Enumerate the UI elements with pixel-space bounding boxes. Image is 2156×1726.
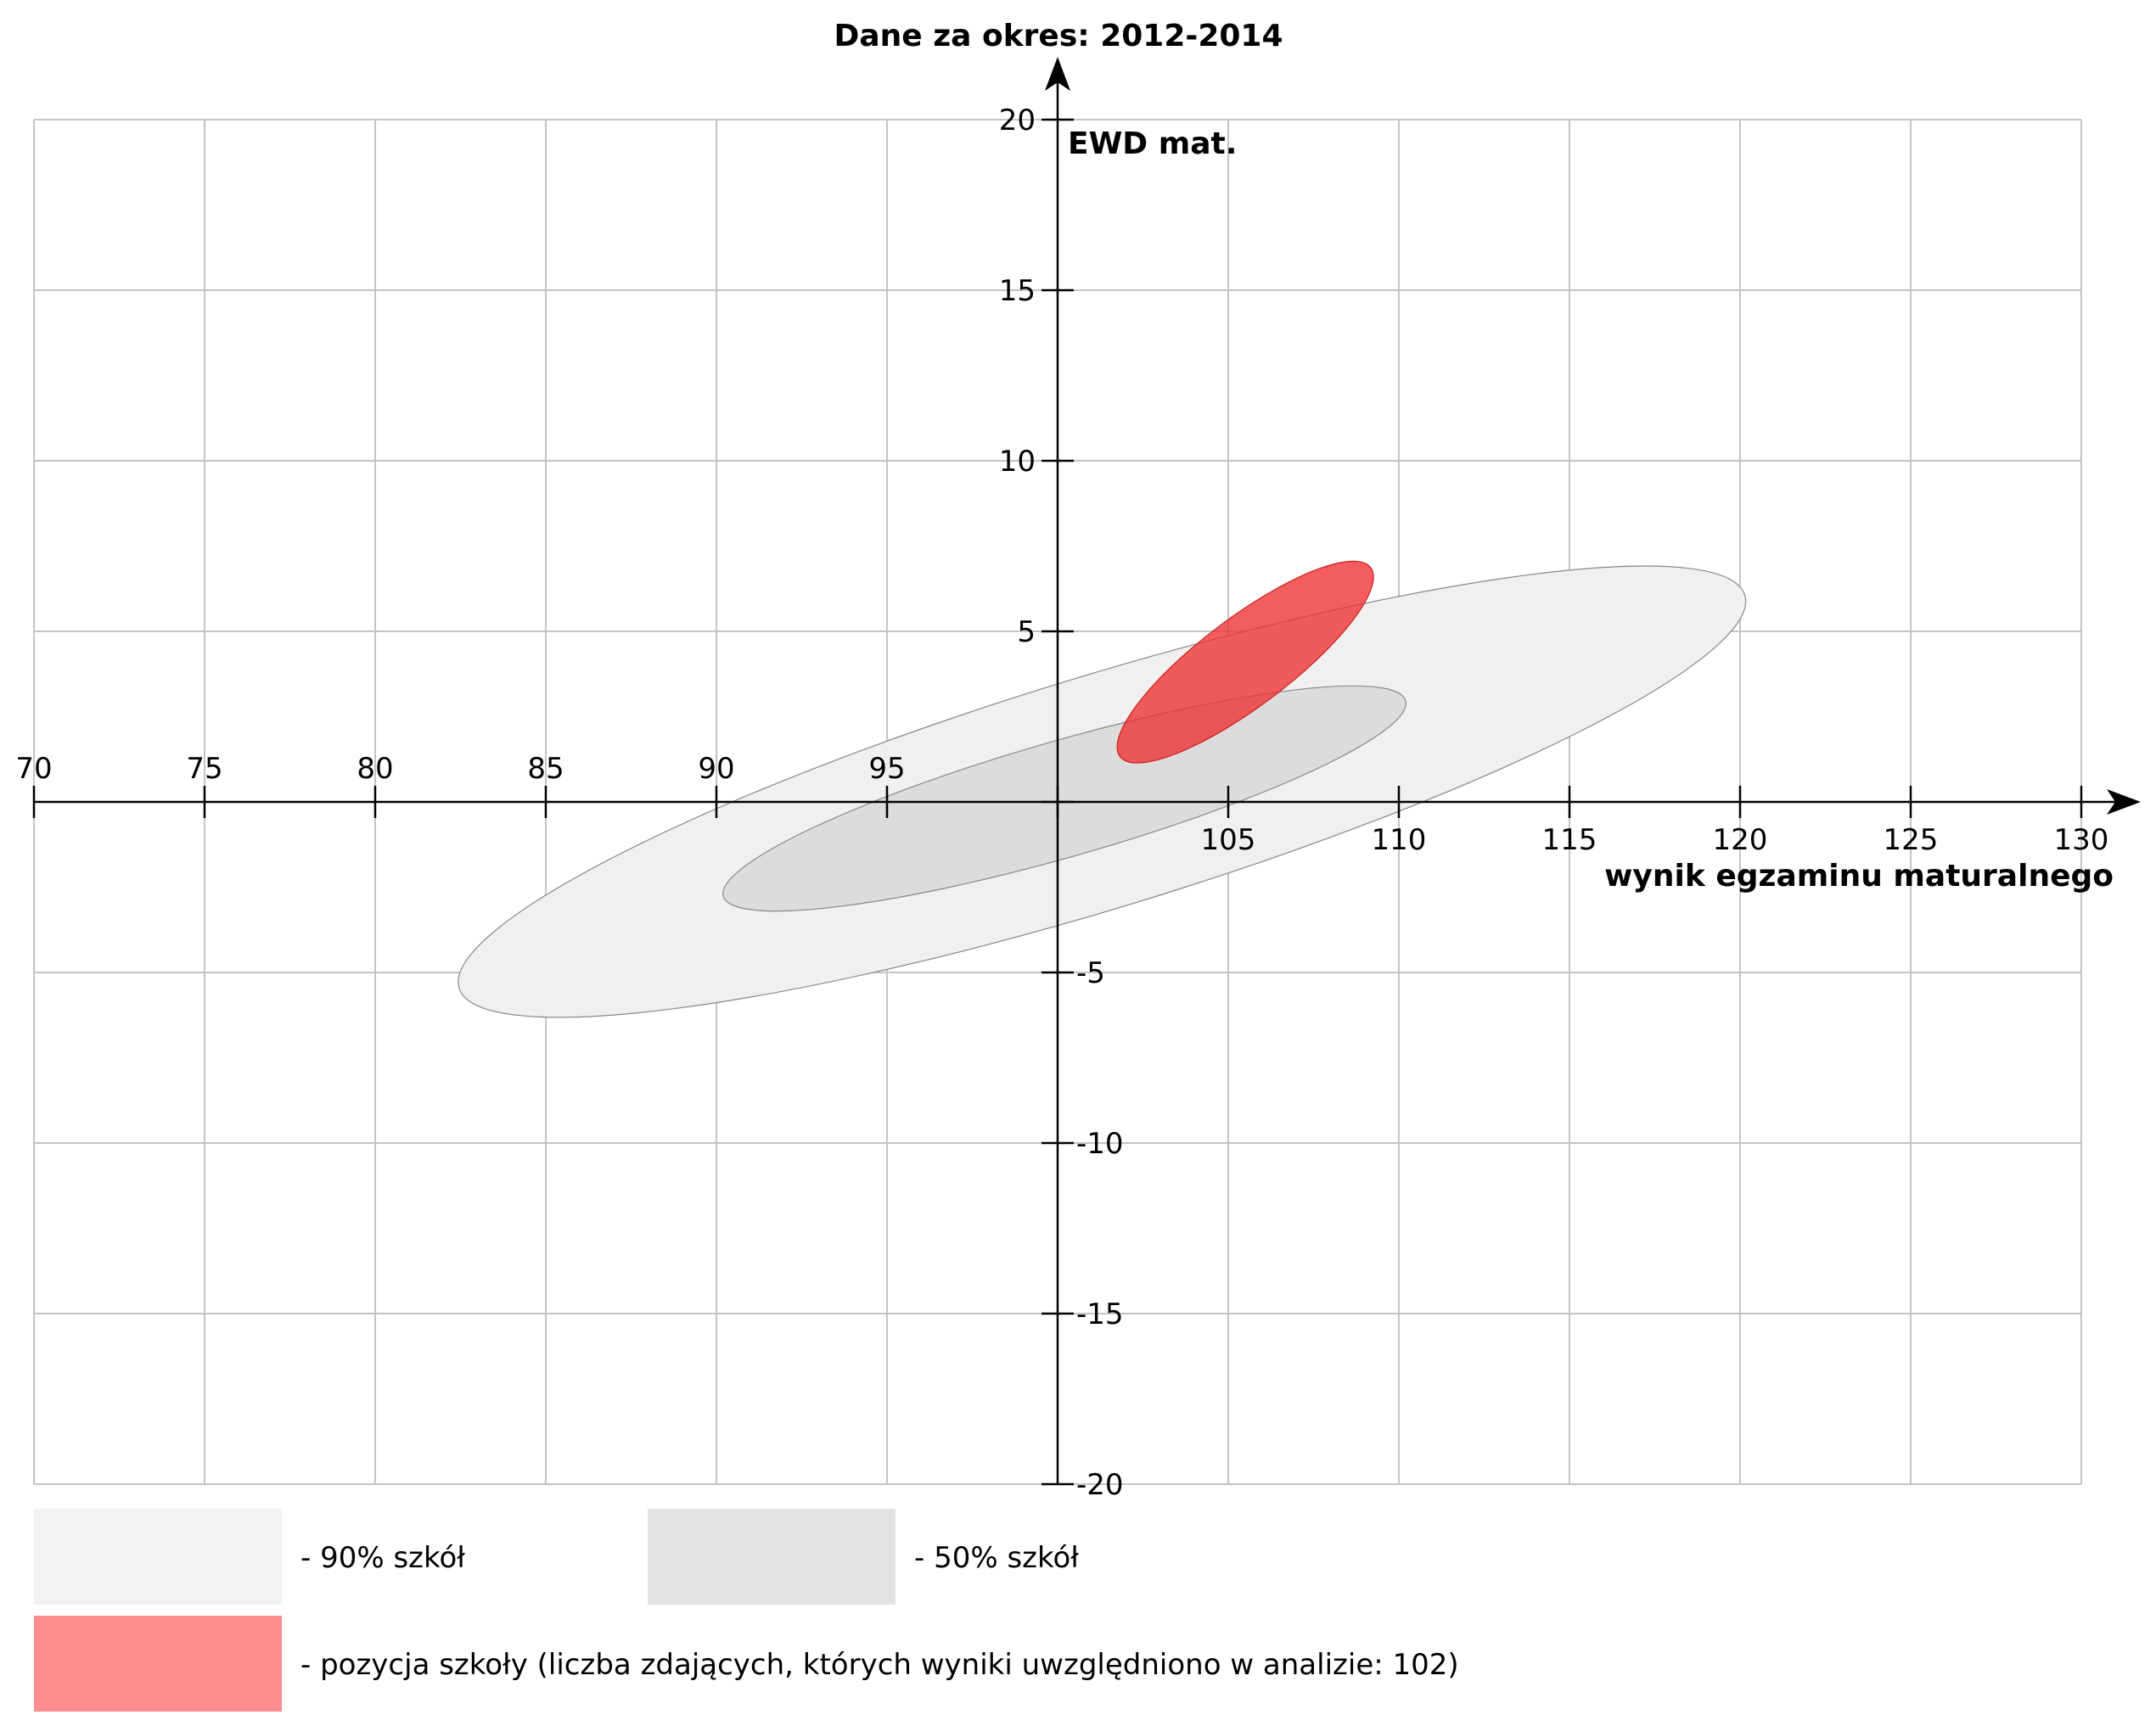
y-tick-label: -5 xyxy=(1076,956,1105,990)
region-50-percent xyxy=(722,685,1406,912)
y-tick-label: -15 xyxy=(1076,1297,1124,1331)
x-tick-label: 120 xyxy=(1713,823,1768,857)
x-tick-label: 110 xyxy=(1372,823,1427,857)
y-tick-label: -20 xyxy=(1076,1468,1124,1502)
legend-swatch-50 xyxy=(648,1509,896,1605)
chart-regions xyxy=(458,560,1747,1018)
y-tick-label: 20 xyxy=(999,104,1036,137)
legend-swatch-school xyxy=(34,1616,282,1712)
y-tick-label: 10 xyxy=(999,445,1036,479)
x-axis-label: wynik egzaminu maturalnego xyxy=(1604,859,2114,894)
legend-label-50: - 50% szkół xyxy=(914,1541,1079,1575)
legend: - 90% szkół - 50% szkół - pozycja szkoły… xyxy=(34,1509,1459,1712)
y-axis-arrow xyxy=(1045,57,1070,91)
x-tick-label: 80 xyxy=(357,752,393,786)
x-tick-label: 85 xyxy=(527,752,564,786)
x-tick-label: 105 xyxy=(1201,823,1256,857)
x-tick-label: 115 xyxy=(1542,823,1597,857)
y-tick-label: 15 xyxy=(999,274,1036,308)
y-axis-label: EWD mat. xyxy=(1068,126,1237,161)
x-tick-label: 70 xyxy=(15,752,52,786)
x-tick-label: 75 xyxy=(186,752,222,786)
x-axis-arrow xyxy=(2107,789,2141,815)
y-tick-label: 5 xyxy=(1017,615,1036,649)
x-tick-label: 125 xyxy=(1884,823,1939,857)
x-tick-label: 95 xyxy=(868,752,905,786)
legend-swatch-90 xyxy=(34,1509,282,1605)
axes xyxy=(34,57,2141,1484)
x-tick-label: 130 xyxy=(2054,823,2109,857)
legend-label-school: - pozycja szkoły (liczba zdających, któr… xyxy=(300,1648,1459,1682)
chart-title: Dane za okres: 2012-2014 xyxy=(834,19,1283,53)
x-tick-label: 90 xyxy=(698,752,734,786)
region-school-position xyxy=(1116,560,1374,764)
y-tick-label: -10 xyxy=(1076,1127,1124,1161)
legend-label-90: - 90% szkół xyxy=(300,1541,465,1575)
